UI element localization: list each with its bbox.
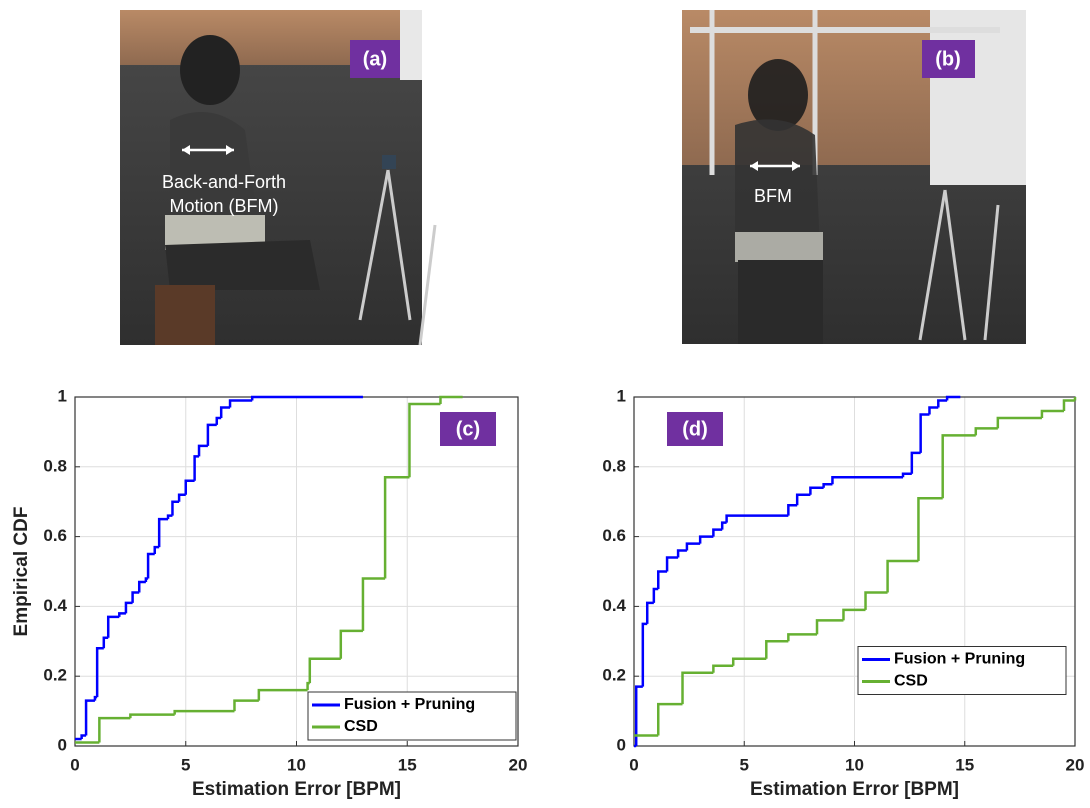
x-tick-label: 0 [629, 755, 638, 774]
x-tick-label: 15 [398, 755, 417, 774]
x-tick-label: 15 [955, 755, 974, 774]
annotation: BFM [754, 186, 792, 206]
y-tick-label: 0.4 [602, 596, 626, 615]
annotation: Motion (BFM) [169, 196, 278, 216]
legend-label: Fusion + Pruning [894, 651, 1025, 668]
annotation: Back-and-Forth [162, 172, 286, 192]
photo-b [682, 10, 1026, 344]
x-tick-label: 5 [181, 755, 190, 774]
x-axis-label: Estimation Error [BPM] [750, 779, 959, 800]
y-tick-label: 1 [58, 386, 67, 405]
x-tick-label: 5 [740, 755, 749, 774]
x-tick-label: 20 [1066, 755, 1085, 774]
y-tick-label: 0.4 [43, 596, 67, 615]
y-tick-label: 0.6 [43, 526, 67, 545]
y-tick-label: 0.2 [43, 666, 67, 685]
panel-tag: (c) [456, 418, 480, 440]
legend-label: CSD [344, 718, 378, 735]
y-tick-label: 0.8 [602, 456, 626, 475]
x-tick-label: 10 [287, 755, 306, 774]
panel-tag: (d) [682, 418, 708, 440]
y-tick-label: 0.8 [43, 456, 67, 475]
x-tick-label: 0 [70, 755, 79, 774]
figure: (a) Back-and-Forth Motion (BFM) (b) BFM … [0, 0, 1090, 808]
x-tick-label: 10 [845, 755, 864, 774]
photo-label: (b) [935, 48, 961, 70]
x-tick-label: 20 [509, 755, 528, 774]
y-tick-label: 0 [58, 735, 67, 754]
y-tick-label: 0.6 [602, 526, 626, 545]
legend-label: Fusion + Pruning [344, 696, 475, 713]
y-tick-label: 0 [617, 735, 626, 754]
y-tick-label: 0.2 [602, 666, 626, 685]
y-axis-label: Empirical CDF [11, 507, 32, 637]
photo-label: (a) [363, 48, 387, 70]
x-axis-label: Estimation Error [BPM] [192, 779, 401, 800]
y-tick-label: 1 [617, 386, 626, 405]
page: {"photos": [ {"label": "(a)", "annotatio… [0, 0, 1090, 808]
legend-label: CSD [894, 673, 928, 690]
